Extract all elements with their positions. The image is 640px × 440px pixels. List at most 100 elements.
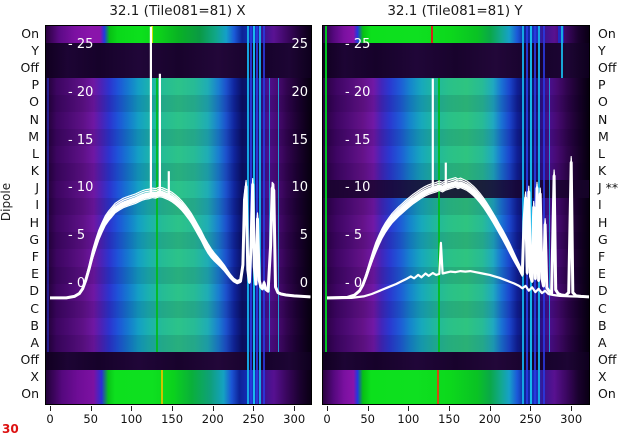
x-tick-label: 0	[323, 412, 331, 426]
dipole-label: M	[28, 128, 39, 144]
dipole-label: Y	[31, 42, 39, 58]
x-tick-label: 200	[478, 412, 501, 426]
dipole-label: C	[598, 300, 607, 316]
heatmap-image	[323, 26, 589, 404]
dipole-label: On	[21, 386, 39, 402]
dipole-label: X	[30, 369, 39, 385]
heatmap-row	[46, 318, 311, 336]
spectral-line	[256, 26, 258, 404]
spectral-line	[269, 77, 270, 353]
dipole-label: K	[30, 163, 39, 179]
row-shade	[46, 197, 311, 216]
heatmap-row	[46, 335, 311, 354]
spectral-line	[247, 26, 249, 404]
x-tick-label: 300	[560, 412, 583, 426]
dipole-label: O	[598, 94, 608, 110]
dipole-label: On	[598, 386, 616, 402]
x-axis: 0 50 100 150 200 250 300	[323, 404, 589, 440]
spectral-line	[549, 77, 550, 353]
dipole-label: O	[29, 94, 39, 110]
heatmap-row	[323, 369, 589, 388]
dipole-label: P	[598, 77, 606, 93]
dipole-label: M	[598, 128, 609, 144]
row-shade	[46, 163, 311, 182]
heatmap-row	[323, 352, 589, 371]
heatmap-row	[46, 163, 311, 182]
dipole-label: On	[21, 25, 39, 41]
dipole-label: F	[598, 248, 606, 264]
y-tick-label: - 25	[345, 37, 371, 52]
spectral-line	[250, 26, 252, 404]
x-axis: 0 50 100 150 200 250 300	[46, 404, 311, 440]
x-tick-label: 100	[120, 412, 143, 426]
dipole-label: E	[31, 266, 39, 282]
corner-note: 30	[2, 422, 19, 436]
y-tick-label-right: 0	[299, 276, 308, 291]
x-tick	[90, 406, 92, 411]
spectral-line	[47, 77, 49, 353]
dipole-label: Y	[598, 42, 606, 58]
heatmap-row	[323, 60, 589, 79]
y-tick-label: - 15	[68, 132, 94, 148]
y-tick-label-right: 20	[291, 84, 308, 100]
x-tick-label: 150	[161, 412, 184, 426]
dipole-label: J **	[598, 180, 619, 196]
y-tick-label: - 20	[345, 84, 371, 100]
heatmap-image	[46, 26, 311, 404]
y-tick-label: - 0	[345, 276, 363, 291]
x-tick	[172, 406, 174, 411]
x-tick	[212, 406, 214, 411]
y-tick-label: - 10	[345, 180, 371, 196]
x-tick	[408, 406, 410, 411]
spectral-line	[263, 26, 265, 404]
x-tick	[327, 406, 328, 411]
dipole-label: F	[31, 248, 39, 264]
heatmap-panel-y: - 25 - 20 - 15 - 10 - 5 - 0 0 50 100 150 200 250 300	[322, 25, 590, 426]
row-shade	[46, 94, 311, 113]
spectral-line	[538, 26, 540, 404]
y-tick-label-right: 5	[299, 228, 308, 244]
y-tick-label: - 5	[68, 228, 86, 244]
x-tick-label: 100	[397, 412, 420, 426]
heatmap-row	[323, 386, 589, 404]
y-tick-label-right: 10	[291, 180, 308, 196]
row-shade	[46, 129, 311, 147]
dipole-label: Off	[20, 59, 39, 75]
dipole-label: D	[29, 283, 39, 299]
row-shade	[46, 232, 311, 250]
dipole-label: H	[29, 214, 39, 230]
dipole-label: L	[32, 145, 39, 161]
heatmap-row	[46, 146, 311, 165]
dipole-label: K	[598, 163, 607, 179]
dipole-label: H	[598, 214, 608, 230]
dipole-label: I	[35, 197, 39, 213]
y-tick-label: - 20	[68, 84, 94, 100]
heatmap-panel-x: - 25 25 - 20 20 - 15 15 - 10 10 - 5 5 - 0 0 0 50 100 15…	[45, 25, 312, 426]
spectral-line	[561, 26, 563, 78]
y-tick-label: - 5	[345, 228, 363, 244]
dipole-label: Off	[598, 59, 617, 75]
spectral-line	[526, 26, 528, 404]
y-tick-label: - 0	[68, 276, 86, 291]
x-tick-label: 0	[46, 412, 54, 426]
dipole-label: B	[598, 317, 607, 333]
row-shade	[46, 266, 311, 285]
x-tick	[367, 406, 369, 411]
dipole-label: G	[598, 231, 608, 247]
y-tick-label: - 25	[68, 37, 94, 52]
x-tick-label: 250	[519, 412, 542, 426]
heatmap-row	[46, 386, 311, 404]
dipole-label: C	[30, 300, 39, 316]
panel-title-x: 32.1 (Tile081=81) X	[109, 3, 246, 19]
heatmap-row	[46, 283, 311, 302]
dipole-label: D	[598, 283, 608, 299]
x-tick-label: 250	[242, 412, 265, 426]
heatmap-row	[46, 111, 311, 130]
heatmap-row	[46, 369, 311, 388]
y-tick-label: - 10	[68, 180, 94, 196]
spectral-line	[259, 26, 261, 404]
x-tick-label: 150	[438, 412, 461, 426]
heatmap-row	[46, 215, 311, 233]
spectral-line	[253, 26, 255, 404]
spectral-line	[324, 26, 327, 353]
